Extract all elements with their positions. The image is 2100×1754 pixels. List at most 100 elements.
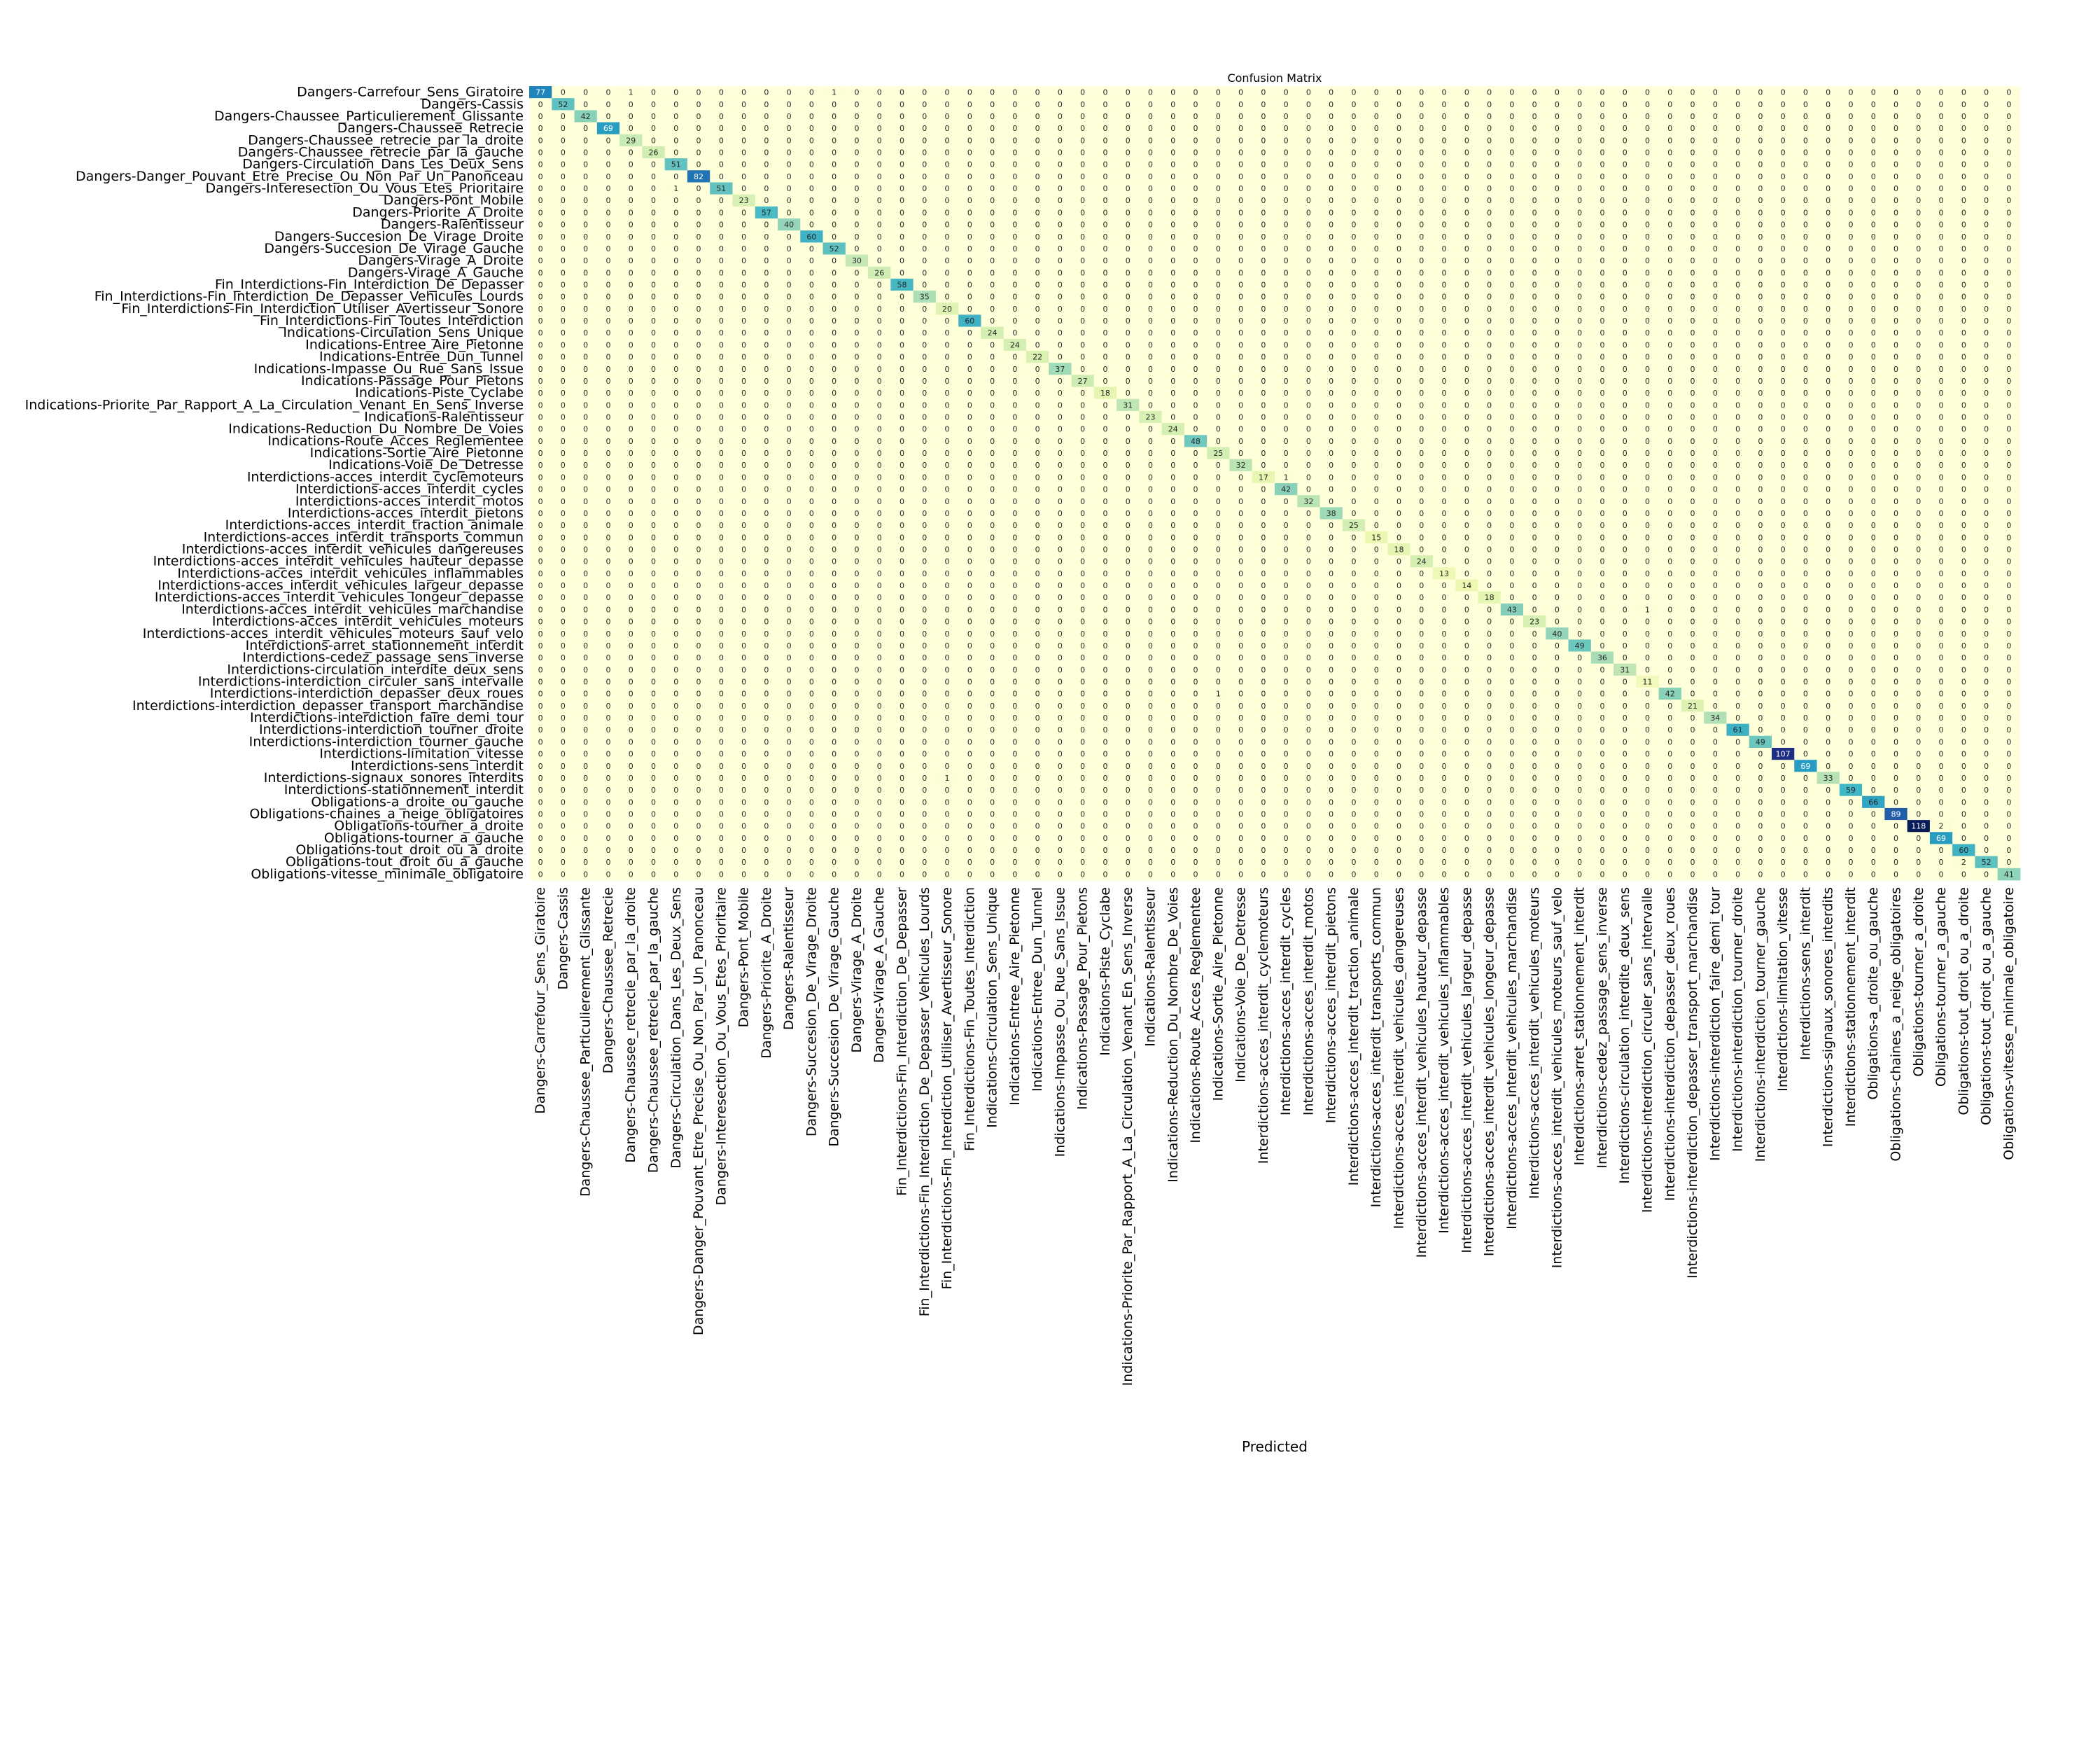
cell-value-label: 0 (1396, 124, 1401, 133)
cell-value-label: 0 (1984, 473, 1989, 482)
cell-value-label: 0 (967, 353, 972, 362)
cell-value-label: 0 (1600, 473, 1604, 482)
cell-value-label: 0 (1194, 112, 1198, 121)
cell-value-label: 0 (1442, 293, 1447, 302)
cell-value-label: 0 (1442, 184, 1447, 193)
cell-value-label: 0 (832, 281, 836, 290)
cell-value-label: 0 (990, 124, 995, 133)
cell-value-label: 0 (1442, 437, 1447, 446)
cell-value-label: 0 (2006, 256, 2011, 265)
cell-value-label: 0 (1419, 509, 1424, 518)
cell-value-label: 0 (1509, 389, 1514, 398)
cell-value-label: 0 (1848, 148, 1853, 158)
cell-value-label: 0 (1893, 184, 1898, 193)
cell-value-label: 0 (1826, 148, 1830, 158)
cell-value-label: 0 (764, 521, 769, 530)
cell-value-label: 0 (990, 148, 995, 158)
cell-value-label: 0 (629, 196, 634, 205)
cell-value-label: 0 (1781, 244, 1786, 253)
cell-value-label: 0 (696, 485, 701, 494)
cell-value-label: 0 (1713, 533, 1718, 542)
cell-value-label: 0 (1396, 365, 1401, 374)
cell-value-label: 0 (1893, 461, 1898, 470)
cell-value-label: 0 (809, 281, 814, 290)
cell-value-label: 0 (1803, 461, 1808, 470)
cell-value-label: 0 (629, 124, 634, 133)
cell-value-label: 0 (1194, 232, 1198, 242)
cell-value-label: 0 (809, 461, 814, 470)
cell-value-label: 0 (1893, 437, 1898, 446)
cell-value-label: 0 (1126, 148, 1130, 158)
cell-value-label: 0 (2006, 124, 2011, 133)
cell-value-label: 0 (1148, 461, 1153, 470)
cell-value-label: 0 (899, 473, 904, 482)
cell-value-label: 0 (606, 401, 610, 410)
cell-value-label: 0 (1781, 521, 1786, 530)
cell-value-label: 0 (2006, 377, 2011, 386)
cell-value-label: 0 (1961, 148, 1966, 158)
cell-value-label: 0 (967, 112, 972, 121)
cell-value-label: 0 (719, 281, 724, 290)
cell-value-label: 0 (1216, 389, 1221, 398)
cell-value-label: 0 (787, 256, 792, 265)
cell-value-label: 0 (1194, 160, 1198, 169)
cell-value-label: 0 (741, 293, 746, 302)
cell-value-label: 0 (1961, 485, 1966, 494)
cell-value-label: 0 (1058, 281, 1063, 290)
cell-value-label: 0 (696, 208, 701, 217)
cell-value-label: 0 (1306, 389, 1311, 398)
cell-value-label: 0 (1600, 461, 1604, 470)
cell-value-label: 0 (1102, 184, 1107, 193)
cell-value-label: 0 (832, 533, 836, 542)
cell-value-label: 0 (1396, 389, 1401, 398)
cell-value-label: 0 (1984, 353, 1989, 362)
cell-value-label: 0 (1374, 473, 1379, 482)
cell-value-label: 0 (651, 521, 656, 530)
cell-value-label: 0 (1893, 124, 1898, 133)
cell-value-label: 0 (719, 112, 724, 121)
cell-value-label: 0 (629, 100, 634, 109)
cell-value-label: 0 (832, 521, 836, 530)
cell-value-label: 0 (1939, 256, 1944, 265)
cell-value-label: 0 (1645, 521, 1650, 530)
cell-value-label: 0 (1871, 305, 1876, 314)
cell-value-label: 0 (945, 112, 950, 121)
cell-value-label: 0 (1102, 88, 1107, 97)
cell-value-label: 0 (1012, 413, 1017, 422)
cell-value-label: 0 (741, 413, 746, 422)
cell-value-label: 0 (1893, 316, 1898, 326)
cell-value-label: 0 (1803, 473, 1808, 482)
cell-value-label: 0 (1600, 136, 1604, 145)
cell-value-label: 0 (1645, 485, 1650, 494)
cell-value-label: 0 (1035, 136, 1040, 145)
cell-value-label: 0 (1058, 256, 1063, 265)
cell-value-label: 0 (1893, 293, 1898, 302)
cell-value-label: 0 (945, 281, 950, 290)
cell-value-label: 0 (1645, 281, 1650, 290)
cell-value-label: 0 (1713, 461, 1718, 470)
cell-value-label: 0 (1803, 316, 1808, 326)
cell-value-label: 0 (1058, 437, 1063, 446)
cell-value-label: 0 (538, 305, 543, 314)
cell-value-label: 0 (606, 377, 610, 386)
cell-value-label: 0 (1623, 148, 1628, 158)
cell-value-label: 0 (1261, 88, 1266, 97)
cell-value-label: 0 (809, 316, 814, 326)
cell-value-label: 0 (719, 136, 724, 145)
cell-value-label: 0 (2006, 365, 2011, 374)
cell-value-label: 0 (1487, 112, 1492, 121)
cell-value-label: 0 (832, 328, 836, 337)
cell-value-label: 0 (809, 413, 814, 422)
cell-value-label: 0 (809, 497, 814, 506)
cell-value-label: 0 (1803, 389, 1808, 398)
cell-value-label: 0 (1080, 389, 1085, 398)
cell-value-label: 0 (1216, 184, 1221, 193)
cell-value-label: 0 (945, 497, 950, 506)
cell-value-label: 0 (583, 244, 588, 253)
cell-value-label: 0 (1871, 461, 1876, 470)
cell-value-label: 0 (1374, 196, 1379, 205)
cell-value-label: 0 (1735, 485, 1740, 494)
cell-value-label: 0 (606, 112, 610, 121)
cell-value-label: 0 (967, 124, 972, 133)
cell-value-label: 0 (967, 256, 972, 265)
